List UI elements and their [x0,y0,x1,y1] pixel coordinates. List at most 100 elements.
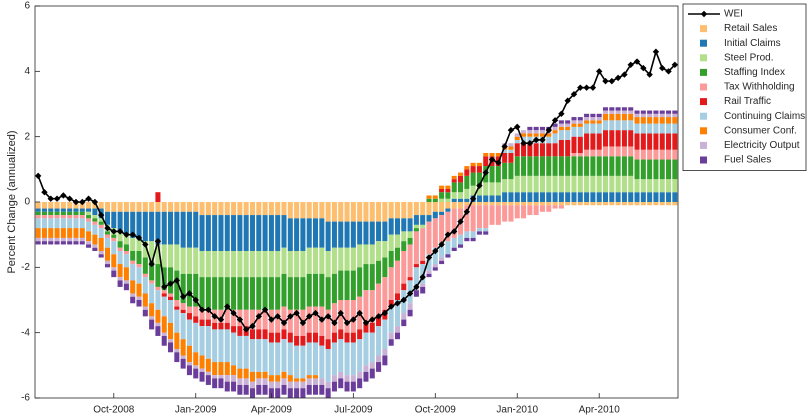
bar-segment [514,156,520,176]
bar-segment [483,228,489,232]
bar-segment [634,117,640,124]
bar-segment [439,215,445,245]
bar-segment [313,218,319,248]
bar-segment [41,215,47,219]
bar-segment [168,322,174,340]
bar-segment [666,133,672,150]
bar-segment [666,123,672,134]
bar-segment [439,188,445,193]
bar-segment [420,228,426,261]
bar-segment [483,205,489,229]
bar-segment [319,273,325,307]
bar-segment [432,267,438,271]
bar-segment [445,202,451,209]
marker [558,110,565,117]
bar-segment [590,149,596,157]
bar-segment [546,143,552,157]
bar-segment [300,378,306,382]
bar-segment [237,215,243,251]
bar-segment [67,241,73,245]
bar-segment [577,156,583,176]
bar-segment [401,313,407,320]
bar-segment [224,322,230,330]
bar-segment [231,365,237,376]
marker [116,228,124,235]
bar-segment [640,149,646,160]
bar-segment [161,290,167,294]
bar-segment [558,126,564,131]
marker [154,238,162,245]
bar-segment [470,202,476,206]
bar-segment [464,205,470,232]
bar-segment [35,202,41,209]
bar-segment [628,107,634,111]
bar-segment [54,215,60,219]
bar-segment [338,221,344,248]
bar-segment [426,273,432,278]
bar-segment [237,202,243,216]
marker [564,97,571,104]
bar-segment [224,251,230,278]
bar-segment [621,110,627,114]
bar-segment [470,166,476,173]
bar-segment [268,375,274,382]
bar-segment [67,228,73,238]
bar-segment [577,120,583,124]
bar-segment [546,136,552,144]
bar-segment [294,277,300,310]
bar-segment [527,175,533,193]
bar-segment [571,123,577,127]
bar-segment [41,211,47,216]
marker [79,198,86,206]
bar-segment [376,241,382,261]
bar-segment [168,296,174,300]
bar-segment [256,202,262,216]
bar-segment [483,156,489,167]
bar-segment [401,283,407,291]
marker [646,71,653,78]
bar-segment [35,237,41,242]
bar-segment [319,247,325,274]
legend-swatch [700,156,707,164]
bar-segment [319,345,325,379]
bar-segment [401,231,407,242]
bar-segment [231,251,237,278]
bar-segment [514,136,520,140]
bar-segment [193,273,199,307]
bar-segment [596,120,602,124]
bar-segment [495,202,501,206]
marker [526,140,534,147]
marker [659,64,666,72]
bar-segment [130,280,136,294]
y-tick-label: 0 [24,197,30,208]
bar-segment [256,277,262,310]
bar-segment [111,234,117,238]
bar-segment [388,251,394,268]
bar-segment [67,215,73,219]
bar-segment [142,202,148,212]
legend-swatch [700,68,707,76]
bar-segment [653,149,659,160]
bar-segment [281,378,287,385]
bar-segment [470,237,476,242]
bar-segment [388,306,394,333]
bar-segment [104,234,111,238]
bar-segment [615,107,621,111]
bar-segment [73,211,79,216]
bar-segment [357,339,363,372]
bar-segment [577,123,583,127]
bar-segment [237,277,243,310]
bar-segment [659,110,665,114]
bar-segment [231,375,237,382]
bar-segment [123,211,129,235]
bar-segment [615,110,621,114]
marker [72,198,80,206]
bar-segment [376,316,382,327]
bar-segment [92,224,98,235]
bar-segment [432,218,438,248]
bar-segment [130,264,136,281]
bar-segment [565,120,571,124]
bar-segment [363,202,369,222]
bar-segment [287,375,293,382]
bar-segment [457,198,464,202]
